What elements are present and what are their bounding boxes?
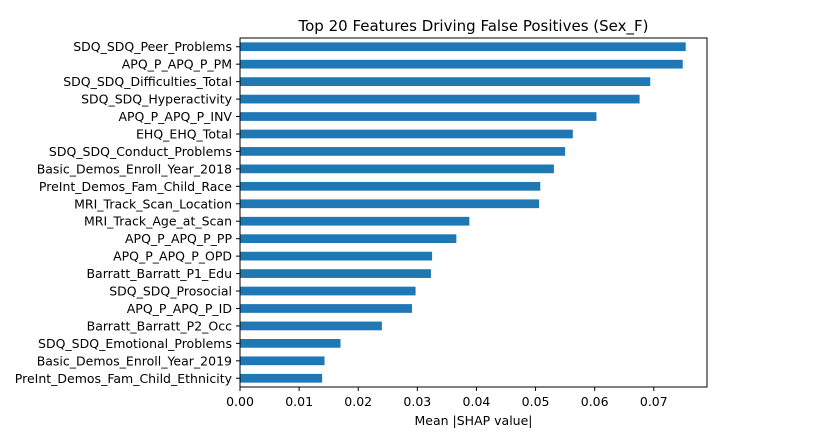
bar [240,269,431,278]
y-tick-label: PreInt_Demos_Fam_Child_Race [39,179,232,194]
bar [240,304,413,313]
y-tick-label: Barratt_Barratt_P2_Occ [87,318,232,333]
bar [240,199,540,209]
bar [240,216,470,226]
y-tick-label: SDQ_SDQ_Emotional_Problems [38,336,232,351]
bar [240,112,597,121]
y-tick-label: EHQ_EHQ_Total [136,126,232,141]
x-tick-label: 0.00 [226,394,254,409]
y-tick-label: MRI_Track_Age_at_Scan [84,214,232,229]
bar [240,129,573,139]
y-tick-label: APQ_P_APQ_P_PM [122,57,232,72]
y-tick-label: Barratt_Barratt_P1_Edu [86,266,232,281]
x-tick-label: 0.06 [581,394,609,409]
x-tick-label: 0.07 [640,394,668,409]
y-tick-label: Basic_Demos_Enroll_Year_2018 [37,161,232,176]
bar [240,77,651,86]
y-tick-label: APQ_P_APQ_P_ID [127,301,232,316]
chart-title: Top 20 Features Driving False Positives … [298,17,649,36]
y-tick-label: SDQ_SDQ_Difficulties_Total [63,74,232,89]
y-tick-label: PreInt_Demos_Fam_Child_Ethnicity [15,371,233,386]
y-tick-label: SDQ_SDQ_Hyperactivity [81,92,233,107]
x-axis-label: Mean |SHAP value| [415,413,533,428]
x-tick-label: 0.03 [403,394,431,409]
bar [240,356,325,366]
bar [240,251,433,261]
y-tick-label: SDQ_SDQ_Peer_Problems [73,39,232,54]
bar [240,339,341,348]
bar [240,181,541,191]
bar [240,42,686,52]
x-axis-ticks: 0.00 0.01 0.02 0.03 0.04 0.05 0.06 0.07 [226,387,668,409]
y-tick-label: APQ_P_APQ_P_OPD [113,249,232,264]
x-tick-label: 0.04 [463,394,491,409]
y-tick-label: SDQ_SDQ_Conduct_Problems [49,144,232,159]
bar [240,234,457,244]
y-axis-ticks: SDQ_SDQ_Peer_Problems APQ_P_APQ_P_PM SDQ_S… [15,39,240,386]
y-tick-label: Basic_Demos_Enroll_Year_2019 [37,353,232,368]
x-tick-label: 0.01 [285,394,313,409]
bar [240,321,382,331]
bars-group [240,42,686,383]
bar [240,59,683,69]
plot-frame [239,37,708,388]
y-tick-label: APQ_P_APQ_P_INV [118,109,232,124]
y-tick-label: MRI_Track_Scan_Location [74,196,232,211]
bar [240,286,416,296]
y-tick-label: SDQ_SDQ_Prosocial [109,284,232,299]
bar [240,164,554,174]
bar [240,147,566,156]
bar [240,373,323,383]
bar [240,94,640,104]
x-tick-label: 0.02 [344,394,372,409]
x-tick-label: 0.05 [522,394,550,409]
y-tick-label: APQ_P_APQ_P_PP [125,231,232,246]
